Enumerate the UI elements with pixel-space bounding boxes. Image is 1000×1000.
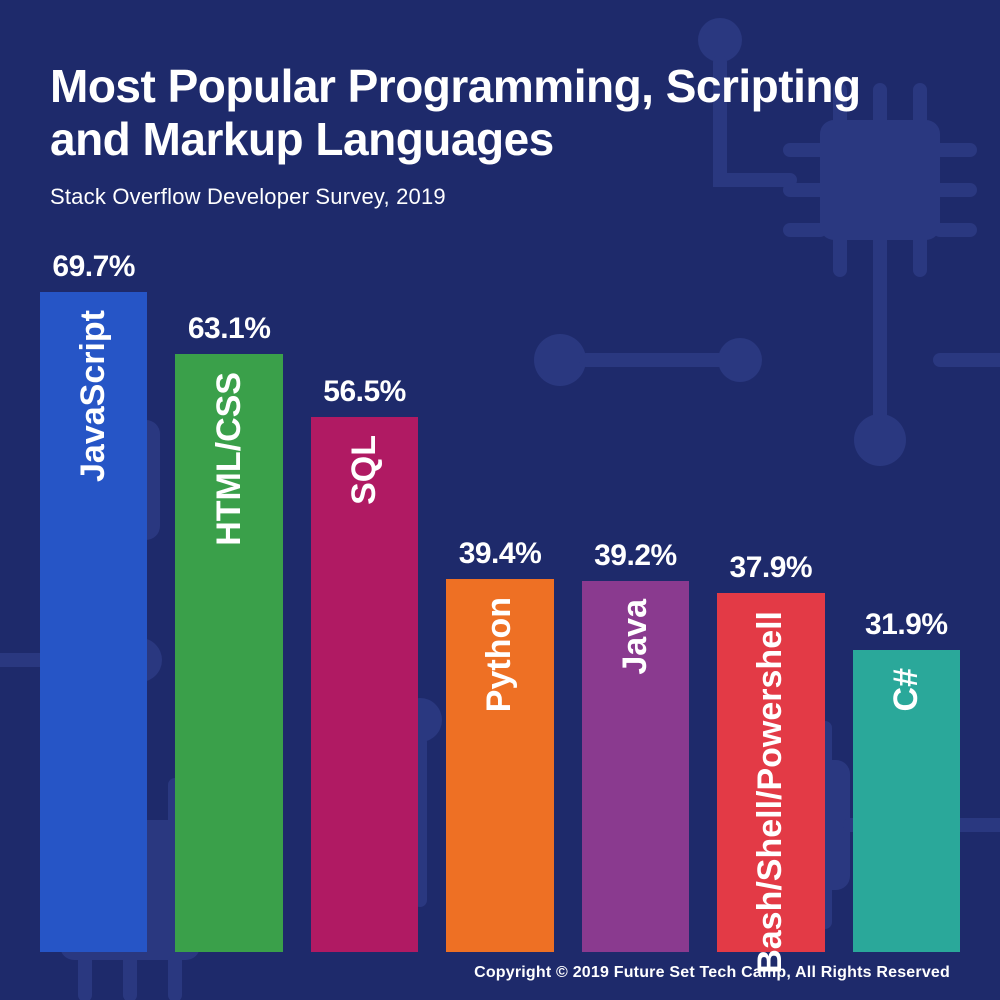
bar-item: 56.5% SQL — [311, 375, 418, 952]
bar-value-label: 31.9% — [865, 608, 948, 642]
bar-value-label: 37.9% — [730, 551, 813, 585]
bar-category-label: Python — [480, 579, 519, 730]
bar-category-label: C# — [887, 650, 926, 729]
header: Most Popular Programming, Scripting and … — [0, 0, 1000, 220]
bar-category-label: Java — [616, 581, 655, 693]
bar-item: 69.7% JavaScript — [40, 250, 147, 952]
infographic-canvas: Most Popular Programming, Scripting and … — [0, 0, 1000, 1000]
chart-title: Most Popular Programming, Scripting and … — [50, 60, 950, 166]
copyright-footer: Copyright © 2019 Future Set Tech Camp, A… — [0, 952, 1000, 1000]
bar: SQL — [311, 417, 418, 952]
bar-category-label: SQL — [345, 417, 384, 523]
bar-category-label: JavaScript — [74, 292, 113, 500]
bar-value-label: 63.1% — [188, 312, 271, 346]
bar-value-label: 69.7% — [52, 250, 135, 284]
bar-item: 31.9% C# — [853, 608, 960, 952]
bar-item: 39.4% Python — [446, 537, 553, 952]
bar-item: 39.2% Java — [582, 539, 689, 952]
chart-subtitle: Stack Overflow Developer Survey, 2019 — [50, 184, 950, 210]
bar: C# — [853, 650, 960, 952]
bar-value-label: 56.5% — [323, 375, 406, 409]
bar-value-label: 39.2% — [594, 539, 677, 573]
bar-value-label: 39.4% — [459, 537, 542, 571]
bar: Bash/Shell/Powershell — [717, 593, 824, 952]
bar: Java — [582, 581, 689, 952]
bar: Python — [446, 579, 553, 952]
content-wrapper: Most Popular Programming, Scripting and … — [0, 0, 1000, 1000]
bar-category-label: HTML/CSS — [210, 354, 249, 564]
bar-item: 63.1% HTML/CSS — [175, 312, 282, 952]
bar-chart: 69.7% JavaScript 63.1% HTML/CSS 56.5% SQL 39.4… — [0, 220, 1000, 952]
bar: HTML/CSS — [175, 354, 282, 952]
bar-item: 37.9% Bash/Shell/Powershell — [717, 551, 824, 952]
bar-category-label: Bash/Shell/Powershell — [751, 593, 790, 992]
bar: JavaScript — [40, 292, 147, 952]
